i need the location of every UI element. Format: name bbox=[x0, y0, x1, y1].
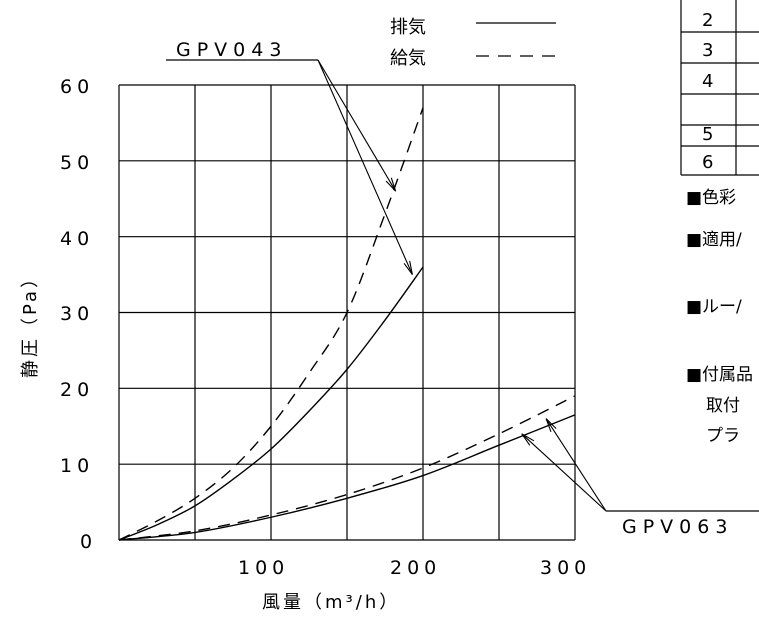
x-tick-label: 200 bbox=[390, 557, 441, 579]
side-note-louver: ■ルー/ bbox=[686, 297, 742, 317]
side-note-accessories: ■付属品 bbox=[686, 365, 753, 385]
y-tick-label: 30 bbox=[60, 303, 94, 325]
annotation-gpv063-leaders bbox=[521, 418, 607, 512]
annotation-gpv063: GPV063 bbox=[622, 516, 733, 538]
y-tick-label: 50 bbox=[60, 152, 94, 174]
side-table-row-number: 2 bbox=[702, 10, 713, 31]
series-line-gpv043-supply bbox=[118, 107, 424, 541]
side-note-color: ■色彩 bbox=[686, 188, 736, 208]
leader-arrow-gpv043-head bbox=[385, 177, 397, 192]
side-table-row-number: 5 bbox=[702, 124, 713, 145]
leader-arrow-gpv043 bbox=[317, 59, 397, 192]
leader-arrow-gpv063 bbox=[521, 433, 607, 512]
annotation-gpv043: GPV043 bbox=[176, 39, 287, 61]
side-note-accessories-line3: プラ bbox=[706, 426, 740, 446]
legend-label-exhaust: 排気 bbox=[390, 17, 426, 38]
legend-label-supply: 給気 bbox=[390, 48, 426, 69]
x-tick-label: 100 bbox=[238, 557, 289, 579]
plot-grid bbox=[118, 84, 576, 541]
annotation-gpv043-leaders bbox=[317, 59, 413, 275]
side-note-accessories-line2: 取付 bbox=[706, 396, 740, 416]
leader-arrow-gpv043 bbox=[317, 59, 413, 275]
y-tick-label: 20 bbox=[60, 379, 94, 401]
y-axis-label: 静圧（Pa） bbox=[20, 267, 41, 378]
series-line-gpv043-exhaust bbox=[118, 266, 424, 541]
leader-arrow-gpv043-head bbox=[403, 260, 413, 275]
y-tick-label: 60 bbox=[60, 76, 94, 98]
y-tick-label: 10 bbox=[60, 455, 94, 477]
side-table-row-number: 6 bbox=[702, 152, 713, 173]
x-axis-label: 風量（m³/h） bbox=[262, 592, 400, 613]
side-table-row-number: 4 bbox=[702, 71, 713, 92]
plot-curves bbox=[118, 107, 576, 541]
series-line-gpv063-exhaust bbox=[118, 414, 576, 541]
leader-arrow-gpv063-head bbox=[545, 418, 557, 432]
leader-arrow-gpv063-head bbox=[521, 433, 535, 446]
side-note-applicable: ■適用/ bbox=[686, 230, 742, 250]
leader-arrow-gpv063 bbox=[545, 418, 607, 512]
y-tick-label: 40 bbox=[60, 228, 94, 250]
side-spec-table: 2 3 4 5 6 bbox=[680, 0, 759, 176]
x-tick-label: 300 bbox=[540, 557, 591, 579]
side-table-row-number: 3 bbox=[702, 40, 713, 61]
y-tick-label: 0 bbox=[80, 531, 97, 553]
